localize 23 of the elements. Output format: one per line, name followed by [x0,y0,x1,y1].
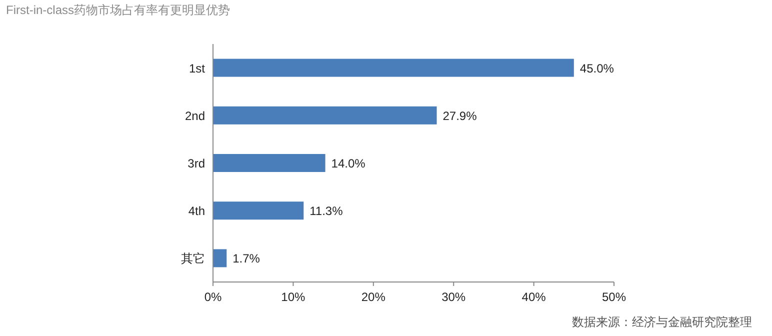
data-label: 11.3% [310,204,344,218]
bar [213,202,304,220]
x-tick-label: 10% [281,290,306,304]
x-tick-label: 50% [602,290,626,304]
x-tick-label: 30% [442,290,466,304]
y-tick-label: 3rd [188,156,205,170]
bar [213,154,326,172]
chart-title: First-in-class药物市场占有率有更明显优势 [6,3,230,17]
bar [213,249,227,268]
data-label: 14.0% [331,156,366,170]
bar [213,106,437,124]
data-label: 45.0% [580,61,614,76]
data-label: 27.9% [442,108,478,123]
x-tick-label: 0% [204,290,222,304]
bar [213,58,574,77]
y-tick-label: 4th [188,204,205,218]
source-note: 数据来源：经济与金融研究院整理 [572,315,752,329]
y-tick-label: 2nd [184,108,205,123]
x-tick-label: 40% [522,290,546,304]
x-tick-label: 20% [361,290,386,304]
y-tick-label: 其它 [181,252,205,266]
y-tick-label: 1st [188,61,206,76]
data-label: 1.7% [232,252,260,266]
